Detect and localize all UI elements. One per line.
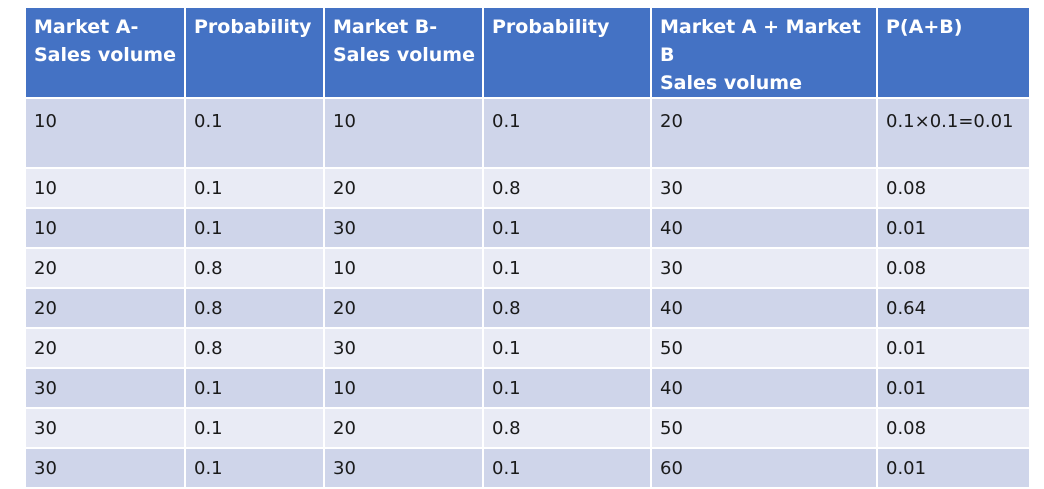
probability-a-cell: 0.8 — [184, 287, 325, 329]
market-a-sales-volume-cell: 10 — [24, 207, 186, 249]
joint-probability-cell: 0.01 — [876, 367, 1031, 409]
table-row: 20 0.8 20 0.8 40 0.64 — [24, 287, 1031, 329]
joint-probability-cell: 0.08 — [876, 407, 1031, 449]
table-row: 30 0.1 30 0.1 60 0.01 — [24, 447, 1031, 489]
market-a-sales-volume-cell: 20 — [24, 247, 186, 289]
probability-a-cell: 0.1 — [184, 407, 325, 449]
market-b-sales-volume-cell: 20 — [323, 167, 484, 209]
probability-a-cell: 0.1 — [184, 447, 325, 489]
market-a-sales-volume-cell: 10 — [24, 97, 186, 169]
market-b-sales-volume-cell: 20 — [323, 407, 484, 449]
joint-probability-cell: 0.01 — [876, 207, 1031, 249]
table-row: 30 0.1 10 0.1 40 0.01 — [24, 367, 1031, 409]
market-b-sales-volume-cell: 10 — [323, 247, 484, 289]
market-a-sales-volume-header: Market A- Sales volume — [24, 6, 186, 99]
table-row: 10 0.1 30 0.1 40 0.01 — [24, 207, 1031, 249]
probability-b-cell: 0.8 — [482, 407, 652, 449]
combined-sales-volume-cell: 40 — [650, 367, 878, 409]
probability-a-cell: 0.8 — [184, 247, 325, 289]
table-row: 10 0.1 10 0.1 20 0.1×0.1=0.01 — [24, 97, 1031, 169]
probability-a-header: Probability — [184, 6, 325, 99]
combined-sales-volume-cell: 20 — [650, 97, 878, 169]
table-row: 10 0.1 20 0.8 30 0.08 — [24, 167, 1031, 209]
combined-sales-volume-cell: 40 — [650, 207, 878, 249]
probability-a-cell: 0.1 — [184, 367, 325, 409]
probability-b-cell: 0.8 — [482, 287, 652, 329]
joint-probability-cell: 0.1×0.1=0.01 — [876, 97, 1031, 169]
market-a-sales-volume-cell: 30 — [24, 447, 186, 489]
probability-b-cell: 0.1 — [482, 447, 652, 489]
table-row: 20 0.8 30 0.1 50 0.01 — [24, 327, 1031, 369]
combined-sales-volume-cell: 50 — [650, 327, 878, 369]
market-b-sales-volume-cell: 30 — [323, 447, 484, 489]
market-b-sales-volume-header: Market B- Sales volume — [323, 6, 484, 99]
probability-a-cell: 0.8 — [184, 327, 325, 369]
table-row: 30 0.1 20 0.8 50 0.08 — [24, 407, 1031, 449]
market-a-sales-volume-cell: 20 — [24, 287, 186, 329]
probability-a-cell: 0.1 — [184, 97, 325, 169]
joint-probability-header: P(A+B) — [876, 6, 1031, 99]
probability-b-cell: 0.1 — [482, 367, 652, 409]
market-a-sales-volume-cell: 30 — [24, 407, 186, 449]
probability-b-header: Probability — [482, 6, 652, 99]
market-a-sales-volume-cell: 10 — [24, 167, 186, 209]
combined-sales-volume-header: Market A + Market B Sales volume — [650, 6, 878, 99]
table-row: 20 0.8 10 0.1 30 0.08 — [24, 247, 1031, 289]
market-b-sales-volume-cell: 30 — [323, 327, 484, 369]
market-a-sales-volume-cell: 30 — [24, 367, 186, 409]
probability-b-cell: 0.1 — [482, 247, 652, 289]
market-a-sales-volume-cell: 20 — [24, 327, 186, 369]
combined-sales-volume-cell: 40 — [650, 287, 878, 329]
table-header-row: Market A- Sales volume Probability Market B… — [24, 6, 1031, 99]
probability-b-cell: 0.1 — [482, 207, 652, 249]
market-b-sales-volume-cell: 20 — [323, 287, 484, 329]
joint-probability-cell: 0.08 — [876, 167, 1031, 209]
market-b-sales-volume-cell: 30 — [323, 207, 484, 249]
market-b-sales-volume-cell: 10 — [323, 367, 484, 409]
combined-sales-volume-cell: 60 — [650, 447, 878, 489]
joint-probability-cell: 0.01 — [876, 447, 1031, 489]
sales-probability-table: Market A- Sales volume Probability Market B… — [24, 6, 1031, 489]
combined-sales-volume-cell: 30 — [650, 167, 878, 209]
combined-sales-volume-cell: 30 — [650, 247, 878, 289]
probability-a-cell: 0.1 — [184, 207, 325, 249]
joint-probability-cell: 0.08 — [876, 247, 1031, 289]
combined-sales-volume-cell: 50 — [650, 407, 878, 449]
probability-b-cell: 0.8 — [482, 167, 652, 209]
joint-probability-cell: 0.64 — [876, 287, 1031, 329]
probability-b-cell: 0.1 — [482, 97, 652, 169]
probability-a-cell: 0.1 — [184, 167, 325, 209]
probability-b-cell: 0.1 — [482, 327, 652, 369]
table-body: 10 0.1 10 0.1 20 0.1×0.1=0.01 10 0.1 20 0.8 30 0.08… — [24, 97, 1031, 489]
market-b-sales-volume-cell: 10 — [323, 97, 484, 169]
joint-probability-cell: 0.01 — [876, 327, 1031, 369]
